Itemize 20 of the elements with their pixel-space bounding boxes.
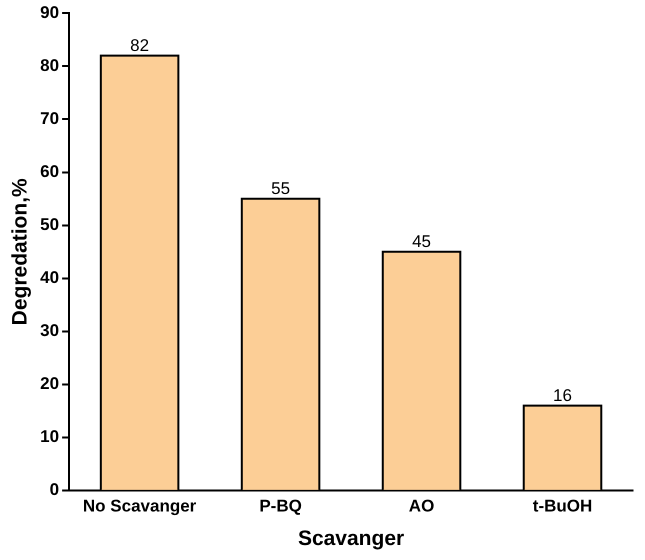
data-label: 82 [130, 36, 150, 55]
y-tick-label: 0 [50, 480, 60, 500]
y-tick-label: 30 [40, 321, 60, 340]
data-label: 16 [553, 386, 572, 405]
x-tick-label: P-BQ [259, 496, 302, 516]
y-tick-label: 50 [40, 214, 60, 234]
y-tick-label: 40 [40, 268, 60, 287]
data-label: 45 [412, 232, 431, 251]
x-tick-label: t-BuOH [532, 496, 592, 516]
y-tick-label: 60 [40, 162, 60, 181]
y-tick-label: 80 [40, 56, 60, 75]
y-tick-label: 90 [40, 2, 60, 22]
y-tick-label: 10 [40, 427, 60, 446]
y-tick-label: 70 [40, 108, 60, 128]
y-axis-title: Degredation,% [8, 178, 32, 326]
y-tick-label: 20 [40, 374, 60, 394]
x-axis-title: Scavanger [298, 527, 404, 550]
x-tick-label: AO [408, 496, 434, 516]
x-tick-label: No Scavanger [82, 496, 197, 516]
data-label: 55 [271, 178, 290, 198]
